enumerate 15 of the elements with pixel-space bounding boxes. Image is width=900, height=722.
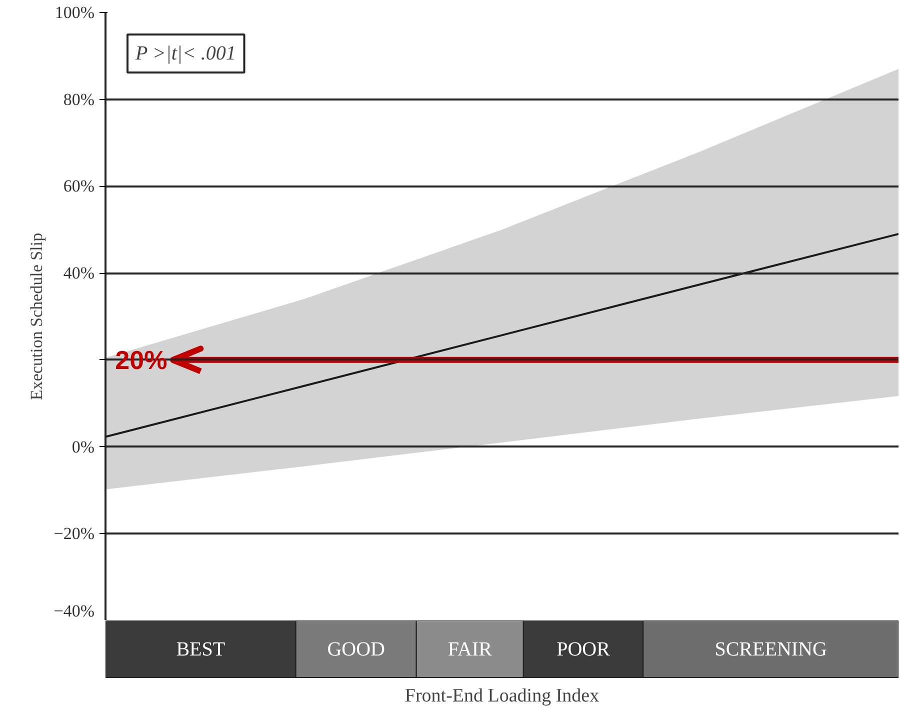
text: BEST	[176, 638, 226, 660]
annotation: P >|t|< .001	[134, 42, 236, 64]
y-tick-label: 40%	[63, 264, 95, 283]
y-tick-label: −20%	[54, 524, 94, 544]
text: POOR	[556, 638, 611, 660]
y-tick-label: 100%	[54, 3, 95, 22]
y-axis-title: Execution Schedule Slip	[26, 232, 46, 400]
y-tick-label: −40%	[54, 602, 94, 620]
text: FAIR	[448, 638, 493, 660]
text: GOOD	[327, 638, 385, 660]
y-tick-label: 60%	[63, 176, 95, 196]
text: SCREENING	[714, 638, 827, 660]
y-tick-label: 0%	[72, 437, 95, 456]
x-axis-title: Front-End Loading Index	[404, 686, 600, 706]
y-tick-label: 80%	[63, 90, 95, 109]
